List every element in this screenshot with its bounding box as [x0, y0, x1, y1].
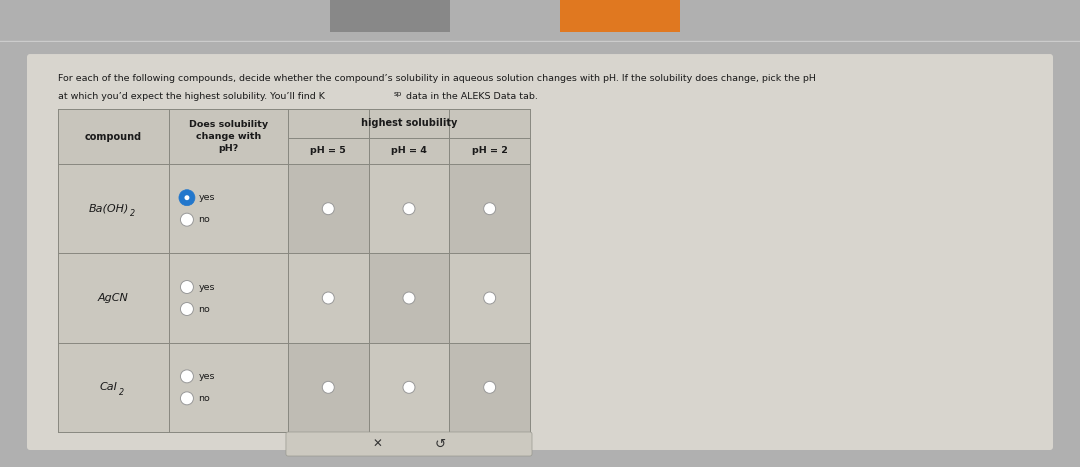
Bar: [449, 343, 530, 432]
FancyBboxPatch shape: [27, 54, 1053, 450]
Bar: [368, 254, 449, 343]
Bar: [330, 0, 450, 32]
Circle shape: [403, 382, 415, 393]
Circle shape: [322, 292, 335, 304]
Text: Ba(OH): Ba(OH): [89, 204, 129, 214]
Circle shape: [484, 382, 496, 393]
Circle shape: [322, 203, 335, 215]
Bar: [368, 343, 449, 432]
Text: AgCN: AgCN: [98, 293, 129, 303]
Text: highest solubility: highest solubility: [361, 118, 457, 128]
Bar: [288, 343, 368, 432]
Bar: [288, 164, 368, 254]
Circle shape: [403, 203, 415, 215]
Bar: [58, 109, 530, 432]
Bar: [58, 109, 530, 164]
FancyBboxPatch shape: [286, 432, 532, 456]
Text: 2: 2: [119, 388, 124, 397]
Circle shape: [180, 303, 193, 316]
Text: Does solubility
change with
pH?: Does solubility change with pH?: [189, 120, 268, 153]
Text: CaI: CaI: [99, 382, 118, 392]
Text: pH = 2: pH = 2: [472, 146, 508, 156]
Circle shape: [484, 292, 496, 304]
Text: For each of the following compounds, decide whether the compound’s solubility in: For each of the following compounds, dec…: [58, 74, 815, 83]
Text: pH = 5: pH = 5: [310, 146, 347, 156]
Text: data in the ALEKS Data tab.: data in the ALEKS Data tab.: [403, 92, 538, 101]
Text: yes: yes: [199, 193, 215, 202]
Text: no: no: [199, 304, 211, 313]
Text: no: no: [199, 215, 211, 224]
Circle shape: [185, 195, 189, 200]
Text: pH = 4: pH = 4: [391, 146, 427, 156]
Text: yes: yes: [199, 372, 215, 381]
Bar: [561, 0, 680, 32]
Text: ↺: ↺: [435, 438, 446, 451]
Text: ✕: ✕: [373, 438, 382, 451]
Bar: [288, 254, 368, 343]
Text: no: no: [199, 394, 211, 403]
Bar: [449, 164, 530, 254]
Text: 2: 2: [130, 209, 135, 218]
Bar: [449, 254, 530, 343]
Circle shape: [180, 392, 193, 405]
Circle shape: [322, 382, 335, 393]
Text: yes: yes: [199, 283, 215, 291]
Text: compound: compound: [85, 132, 143, 142]
Circle shape: [180, 370, 193, 383]
Circle shape: [403, 292, 415, 304]
Circle shape: [484, 203, 496, 215]
Bar: [368, 164, 449, 254]
Text: sp: sp: [394, 91, 403, 97]
Text: at which you’d expect the highest solubility. You’ll find K: at which you’d expect the highest solubi…: [58, 92, 325, 101]
Circle shape: [179, 190, 195, 205]
Circle shape: [180, 213, 193, 226]
Circle shape: [180, 281, 193, 294]
